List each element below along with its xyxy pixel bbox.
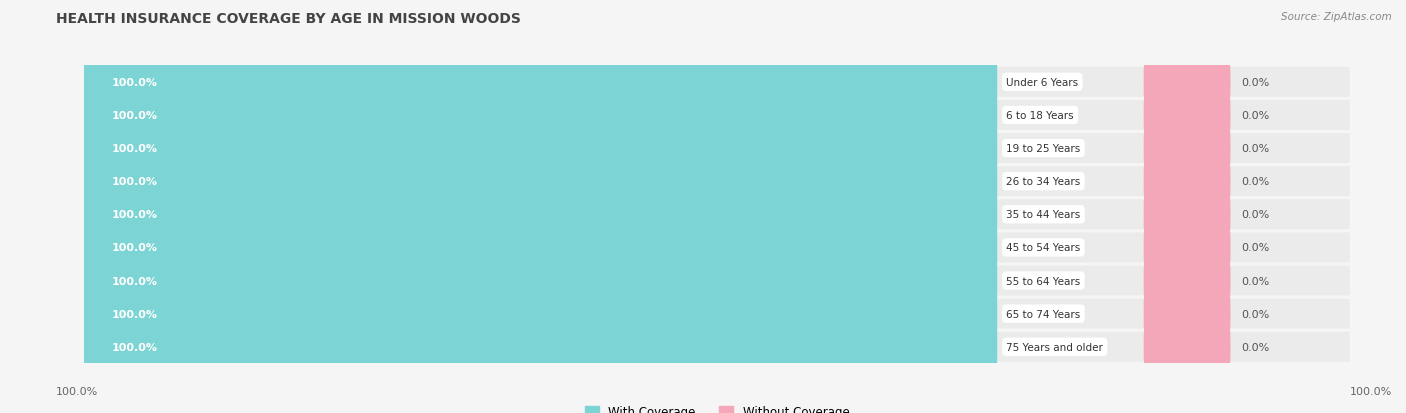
Text: 0.0%: 0.0% — [1241, 210, 1270, 220]
Text: 100.0%: 100.0% — [111, 210, 157, 220]
FancyBboxPatch shape — [76, 206, 997, 290]
FancyBboxPatch shape — [84, 68, 1350, 97]
Text: 100.0%: 100.0% — [111, 276, 157, 286]
Text: 65 to 74 Years: 65 to 74 Years — [1007, 309, 1081, 319]
Text: 0.0%: 0.0% — [1241, 111, 1270, 121]
Text: Source: ZipAtlas.com: Source: ZipAtlas.com — [1281, 12, 1392, 22]
Text: 0.0%: 0.0% — [1241, 177, 1270, 187]
FancyBboxPatch shape — [84, 101, 1350, 131]
FancyBboxPatch shape — [1143, 181, 1230, 249]
FancyBboxPatch shape — [84, 233, 1350, 263]
Text: 0.0%: 0.0% — [1241, 144, 1270, 154]
Legend: With Coverage, Without Coverage: With Coverage, Without Coverage — [579, 401, 855, 413]
FancyBboxPatch shape — [84, 134, 1350, 164]
Text: 19 to 25 Years: 19 to 25 Years — [1007, 144, 1081, 154]
Text: 100.0%: 100.0% — [111, 243, 157, 253]
FancyBboxPatch shape — [76, 74, 997, 158]
Text: 100.0%: 100.0% — [56, 387, 98, 396]
Text: 35 to 44 Years: 35 to 44 Years — [1007, 210, 1081, 220]
FancyBboxPatch shape — [84, 167, 1350, 197]
FancyBboxPatch shape — [1143, 49, 1230, 116]
FancyBboxPatch shape — [1143, 214, 1230, 282]
FancyBboxPatch shape — [1143, 115, 1230, 183]
FancyBboxPatch shape — [1143, 247, 1230, 315]
Text: 100.0%: 100.0% — [1350, 387, 1392, 396]
Text: 100.0%: 100.0% — [111, 342, 157, 352]
FancyBboxPatch shape — [76, 272, 997, 356]
Text: HEALTH INSURANCE COVERAGE BY AGE IN MISSION WOODS: HEALTH INSURANCE COVERAGE BY AGE IN MISS… — [56, 12, 522, 26]
FancyBboxPatch shape — [84, 332, 1350, 362]
Text: 100.0%: 100.0% — [111, 111, 157, 121]
Text: 6 to 18 Years: 6 to 18 Years — [1007, 111, 1074, 121]
FancyBboxPatch shape — [76, 140, 997, 224]
Text: 45 to 54 Years: 45 to 54 Years — [1007, 243, 1081, 253]
Text: 55 to 64 Years: 55 to 64 Years — [1007, 276, 1081, 286]
Text: 26 to 34 Years: 26 to 34 Years — [1007, 177, 1081, 187]
Text: Under 6 Years: Under 6 Years — [1007, 78, 1078, 88]
FancyBboxPatch shape — [84, 200, 1350, 230]
FancyBboxPatch shape — [76, 173, 997, 257]
Text: 0.0%: 0.0% — [1241, 309, 1270, 319]
Text: 100.0%: 100.0% — [111, 177, 157, 187]
FancyBboxPatch shape — [76, 305, 997, 389]
FancyBboxPatch shape — [76, 107, 997, 191]
Text: 100.0%: 100.0% — [111, 78, 157, 88]
Text: 100.0%: 100.0% — [111, 144, 157, 154]
FancyBboxPatch shape — [76, 40, 997, 125]
FancyBboxPatch shape — [84, 299, 1350, 329]
Text: 0.0%: 0.0% — [1241, 78, 1270, 88]
FancyBboxPatch shape — [1143, 148, 1230, 216]
Text: 0.0%: 0.0% — [1241, 342, 1270, 352]
FancyBboxPatch shape — [1143, 82, 1230, 150]
Text: 75 Years and older: 75 Years and older — [1007, 342, 1104, 352]
FancyBboxPatch shape — [76, 239, 997, 323]
Text: 0.0%: 0.0% — [1241, 276, 1270, 286]
FancyBboxPatch shape — [1143, 313, 1230, 381]
FancyBboxPatch shape — [1143, 280, 1230, 348]
FancyBboxPatch shape — [84, 266, 1350, 296]
Text: 100.0%: 100.0% — [111, 309, 157, 319]
Text: 0.0%: 0.0% — [1241, 243, 1270, 253]
